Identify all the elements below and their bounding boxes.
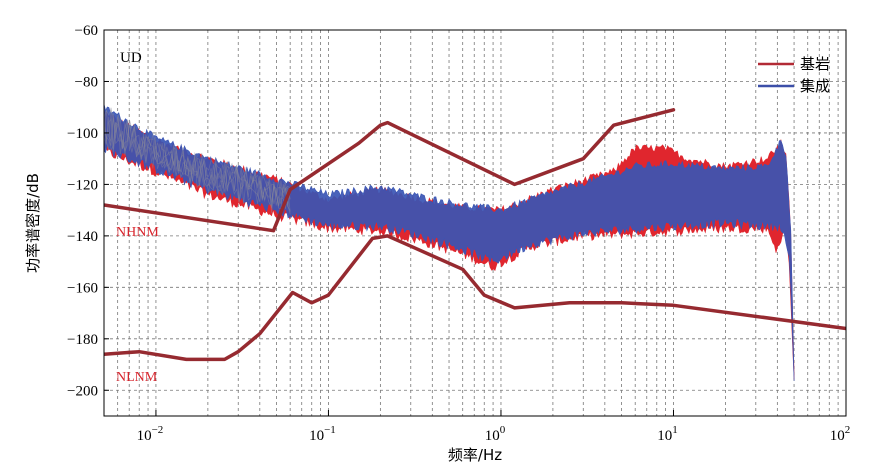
y-tick-label: −180 bbox=[67, 332, 98, 348]
x-axis-label: 频率/Hz bbox=[448, 446, 502, 464]
psd-trace bbox=[104, 116, 291, 214]
y-axis-label: 功率谱密度/dB bbox=[24, 173, 42, 273]
x-axis: 10−2 10−1 100 101 102 bbox=[137, 410, 851, 444]
nhnm-curve bbox=[104, 108, 676, 233]
psd-trace bbox=[104, 109, 291, 213]
y-tick-label: −80 bbox=[75, 74, 98, 90]
psd-band-integrated bbox=[104, 103, 795, 381]
panel-label: UD bbox=[120, 50, 142, 66]
psd-trace bbox=[104, 107, 291, 215]
x-tick-label: 101 bbox=[657, 424, 678, 444]
nhnm-label: NHNM bbox=[116, 225, 159, 240]
y-tick-label: −100 bbox=[67, 126, 98, 142]
y-tick-label: −60 bbox=[75, 23, 98, 39]
psd-trace bbox=[104, 107, 291, 210]
y-axis: −60 −80 −100 −120 −140 −160 −180 −200 bbox=[67, 23, 109, 399]
legend: 基岩 集成 bbox=[758, 55, 830, 95]
y-tick-label: −140 bbox=[67, 229, 98, 245]
nlnm-label: NLNM bbox=[116, 370, 158, 385]
x-tick-label: 10−2 bbox=[137, 424, 164, 444]
psd-trace bbox=[104, 117, 291, 209]
x-tick-label: 10−1 bbox=[309, 424, 336, 444]
x-tick-label: 102 bbox=[830, 424, 851, 444]
y-tick-label: −160 bbox=[67, 280, 98, 296]
y-tick-label: −200 bbox=[67, 383, 98, 399]
legend-label-integrated: 集成 bbox=[800, 77, 830, 95]
plot-frame bbox=[103, 29, 847, 417]
y-tick-label: −120 bbox=[67, 177, 98, 193]
psd-bands bbox=[104, 103, 795, 381]
psd-trace bbox=[104, 114, 291, 207]
legend-label-bedrock: 基岩 bbox=[800, 55, 830, 73]
nlnm-curve bbox=[104, 234, 846, 362]
noise-models bbox=[104, 108, 846, 362]
x-tick-label: 100 bbox=[485, 424, 506, 444]
